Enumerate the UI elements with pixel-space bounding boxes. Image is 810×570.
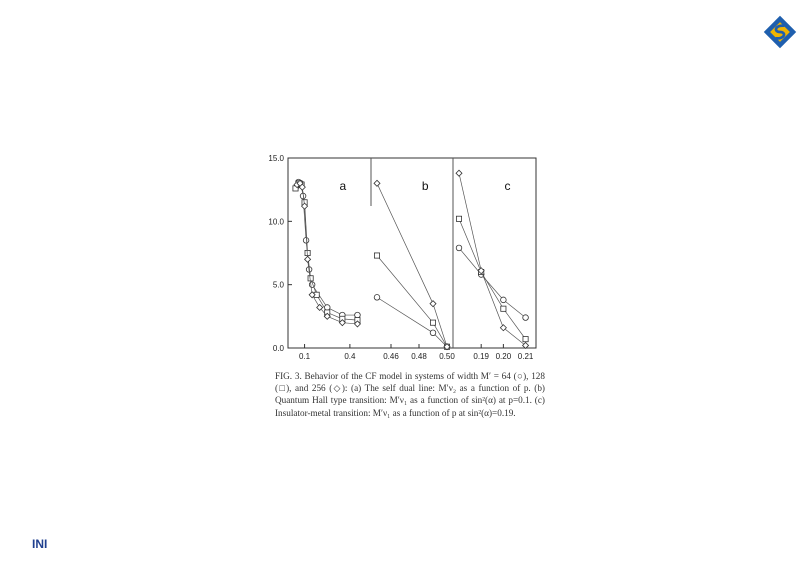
y-tick-label: 5.0 <box>273 281 285 290</box>
x-tick-label: 0.20 <box>496 352 512 361</box>
y-axis-ticks: 0.0 5.0 10.0 15.0 <box>268 154 292 353</box>
series-line-diamond <box>376 183 448 347</box>
data-point-square <box>455 215 462 222</box>
x-tick-label: 0.1 <box>299 352 311 361</box>
y-tick-label: 10.0 <box>268 217 284 226</box>
data-point-diamond <box>301 202 309 210</box>
data-point-diamond <box>455 169 463 177</box>
y-tick-label: 15.0 <box>268 154 284 163</box>
x-tick-label: 0.50 <box>439 352 455 361</box>
panel-label: b <box>422 179 429 193</box>
data-point-diamond <box>338 319 346 327</box>
series-line-circle <box>376 297 448 347</box>
data-point-circle <box>429 329 437 336</box>
data-point-diamond <box>373 179 381 187</box>
data-point-circle <box>522 314 529 321</box>
data-point-square <box>307 275 314 282</box>
series-line-square <box>376 255 448 347</box>
data-point-square <box>374 252 381 259</box>
data-point-square <box>522 336 529 343</box>
x-tick-label: 0.21 <box>518 352 534 361</box>
data-point-circle <box>354 311 361 319</box>
data-point-diamond <box>316 303 324 312</box>
x-tick-label: 0.46 <box>383 352 399 361</box>
panel-label: a <box>339 179 346 193</box>
data-point-square <box>429 319 436 326</box>
data-point-diamond <box>429 300 437 308</box>
panel-a: a 0.1 0.4 <box>292 178 362 361</box>
x-tick-label: 0.48 <box>411 352 427 361</box>
institute-logo-icon <box>763 15 797 49</box>
chart-panels: a 0.1 0.4 b 0.46 0.48 0.50 c 0.19 0.20 0.21 <box>292 169 534 361</box>
series-line-square <box>458 218 526 340</box>
x-tick-label: 0.19 <box>473 352 489 361</box>
data-point-diamond <box>443 343 451 351</box>
chart-svg: 0.0 5.0 10.0 15.0 a 0.1 0.4 b 0.46 0.48 0.50 c 0.19… <box>268 154 537 361</box>
data-point-diamond <box>323 312 331 320</box>
footer-label: INI <box>32 537 48 551</box>
data-point-diamond <box>308 291 316 299</box>
data-point-diamond <box>298 183 306 191</box>
chart-frame <box>287 157 537 349</box>
figure-caption: FIG. 3. Behavior of the CF model in syst… <box>275 370 545 419</box>
data-point-circle <box>373 294 381 301</box>
data-point-diamond <box>521 341 530 350</box>
x-tick-label: 0.4 <box>344 352 356 361</box>
series-line-circle <box>458 247 526 318</box>
panel-b: b 0.46 0.48 0.50 <box>373 179 455 361</box>
panel-c: c 0.19 0.20 0.21 <box>455 169 534 361</box>
data-point-square <box>500 305 507 312</box>
panel-label: c <box>504 179 510 193</box>
data-point-diamond <box>499 324 507 332</box>
data-point-diamond <box>353 320 362 328</box>
y-tick-label: 0.0 <box>273 344 285 353</box>
data-point-circle <box>455 244 463 252</box>
data-point-diamond <box>477 267 485 275</box>
data-point-circle <box>500 296 507 304</box>
data-point-diamond <box>304 255 312 263</box>
series-line-diamond <box>458 173 526 346</box>
plot-border <box>287 157 537 349</box>
figure-panel: 0.0 5.0 10.0 15.0 a 0.1 0.4 b 0.46 0.48 0.50 c 0.19… <box>250 148 550 368</box>
caption-text: FIG. 3. Behavior of the CF model in syst… <box>275 371 545 418</box>
